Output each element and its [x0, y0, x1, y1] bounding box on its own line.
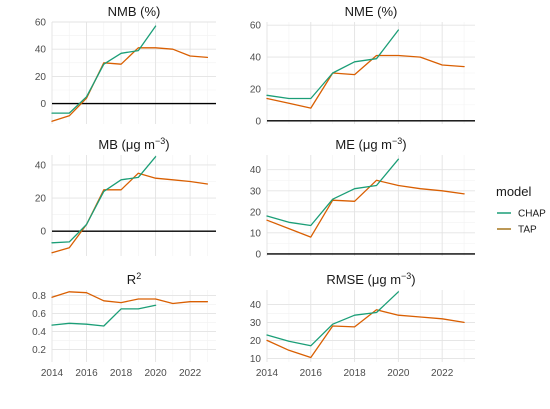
panel-title: MB (μg m−3) [98, 136, 169, 152]
series-line-chap [266, 29, 400, 100]
y-tick-label: 30 [250, 318, 262, 329]
y-tick-label: 10 [250, 354, 262, 365]
series-line-tap [51, 172, 209, 254]
x-tick-label: 2018 [343, 368, 366, 379]
legend-label-chap: CHAP [518, 209, 546, 220]
series-line-tap [266, 179, 465, 238]
series-line-tap [266, 54, 465, 109]
y-tick-label: 40 [35, 160, 47, 171]
y-tick-label: 0 [40, 227, 46, 238]
x-tick-label: 2016 [75, 368, 98, 379]
legend-title: model [496, 184, 532, 199]
series-line-chap [266, 158, 400, 227]
y-tick-label: 40 [250, 165, 262, 176]
legend: model CHAP TAP [496, 184, 546, 236]
y-tick-label: 60 [35, 18, 47, 29]
y-tick-label: 0 [255, 249, 261, 260]
y-tick-label: 60 [250, 21, 262, 32]
y-tick-label: 20 [250, 84, 262, 95]
series-line-chap [266, 291, 400, 347]
x-tick-label: 2018 [110, 368, 133, 379]
y-tick-label: 40 [250, 53, 262, 64]
facet-panel: 0.2 0.4 0.6 0.8 2014 2016 2018 2020 2022 R2 [32, 271, 216, 379]
facet-panel: 10 20 30 40 2014 2016 2018 2020 2022 RMSE (μg m−3… [250, 271, 475, 379]
facet-panel: 0 20 40 60 NME (%) [250, 4, 475, 127]
series-line-tap [51, 291, 209, 305]
series-line-tap [266, 309, 465, 359]
y-tick-label: 20 [250, 207, 262, 218]
x-tick-label: 2016 [300, 368, 323, 379]
y-tick-label: 0 [40, 99, 46, 110]
legend-label-tap: TAP [518, 225, 537, 236]
panel-title: NME (%) [345, 4, 398, 19]
facet-panel: 0 20 40 MB (μg m−3) [35, 136, 216, 256]
y-tick-label: 40 [35, 45, 47, 56]
x-tick-label: 2020 [387, 368, 410, 379]
x-tick-label: 2014 [41, 368, 64, 379]
series-line-chap [51, 25, 157, 114]
panel-title: RMSE (μg m−3) [326, 271, 415, 287]
x-tick-label: 2022 [431, 368, 454, 379]
y-tick-label: 0.8 [32, 291, 46, 302]
y-tick-label: 20 [35, 194, 47, 205]
y-tick-label: 40 [250, 300, 262, 311]
x-tick-label: 2014 [256, 368, 279, 379]
x-tick-label: 2020 [144, 368, 167, 379]
y-tick-label: 20 [250, 336, 262, 347]
y-tick-label: 10 [250, 228, 262, 239]
x-tick-label: 2022 [179, 368, 202, 379]
y-tick-label: 20 [35, 72, 47, 83]
y-tick-label: 0.4 [32, 327, 46, 338]
panel-title: ME (μg m−3) [335, 136, 406, 152]
y-tick-label: 0.6 [32, 309, 46, 320]
series-line-chap [51, 156, 157, 244]
facet-panel: 0 20 40 60 NMB (%) [35, 4, 216, 124]
facet-panel: 0 10 20 30 40 ME (μg m−3) [250, 136, 475, 260]
series-line-chap [51, 304, 157, 327]
panel-title: NMB (%) [108, 4, 161, 19]
y-tick-label: 0 [255, 116, 261, 127]
y-tick-label: 0.2 [32, 345, 46, 356]
y-tick-label: 30 [250, 186, 262, 197]
panel-title: R2 [127, 271, 141, 287]
series-line-tap [51, 47, 209, 122]
